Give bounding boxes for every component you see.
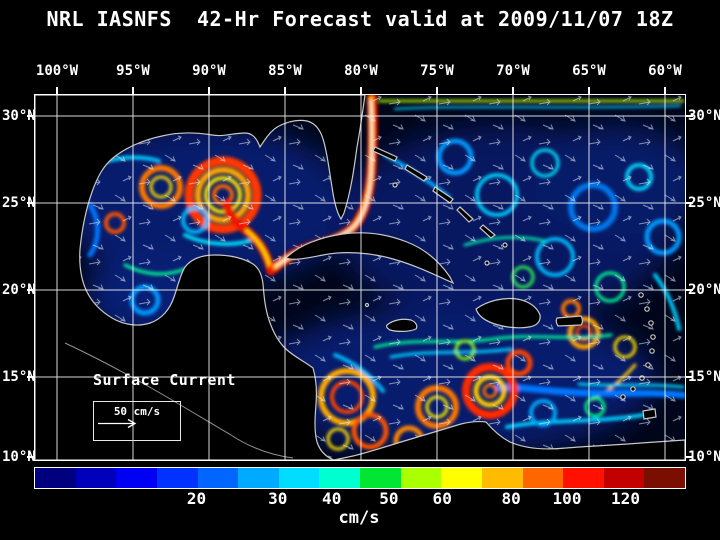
axis-tick <box>436 87 438 94</box>
lat-tick-label: 15°N <box>688 369 720 385</box>
map-panel: Surface Current 50 cm/s <box>34 94 686 461</box>
graticule <box>35 95 685 460</box>
lat-tick-label: 10°N <box>2 449 36 465</box>
lat-tick-label: 20°N <box>688 282 720 298</box>
colorbar-units: cm/s <box>338 508 380 528</box>
axis-tick <box>208 87 210 94</box>
colorbar-segment <box>116 468 157 488</box>
colorbar-segment <box>35 468 76 488</box>
axis-tick <box>588 87 590 94</box>
axis-tick <box>686 456 693 458</box>
axis-tick <box>686 202 693 204</box>
field-label: Surface Current <box>93 371 236 389</box>
lat-tick-label: 10°N <box>688 449 720 465</box>
colorbar-segment <box>278 468 320 488</box>
colorbar-segment <box>238 468 279 488</box>
colorbar-segment <box>522 468 564 488</box>
colorbar-segment <box>75 468 117 488</box>
lon-tick-label: 75°W <box>420 63 454 79</box>
colorbar-segment <box>644 468 685 488</box>
colorbar-segment <box>603 468 645 488</box>
axis-tick <box>686 376 693 378</box>
colorbar-segment <box>360 468 401 488</box>
lon-tick-label: 90°W <box>192 63 226 79</box>
colorbar-segment <box>319 468 360 488</box>
lon-tick-label: 70°W <box>496 63 530 79</box>
map-canvas <box>35 95 685 460</box>
lat-tick-label: 15°N <box>2 369 36 385</box>
colorbar-segment <box>197 468 239 488</box>
pacific-coastline <box>64 342 294 459</box>
lat-tick-label: 25°N <box>2 195 36 211</box>
lon-tick-label: 95°W <box>116 63 150 79</box>
colorbar-segment <box>441 468 482 488</box>
reference-vector-arrow <box>98 418 137 429</box>
lat-tick-label: 30°N <box>2 108 36 124</box>
axis-tick <box>27 376 34 378</box>
colorbar-segment <box>563 468 604 488</box>
lon-tick-label: 65°W <box>572 63 606 79</box>
colorbar-segment <box>481 468 523 488</box>
lat-tick-label: 30°N <box>688 108 720 124</box>
axis-tick <box>27 202 34 204</box>
lat-tick-label: 25°N <box>688 195 720 211</box>
axis-tick <box>284 87 286 94</box>
colorbar-segment <box>156 468 198 488</box>
colorbar <box>34 467 686 489</box>
colorbar-segment <box>400 468 442 488</box>
colorbar-ticks: 20 30 40 50 60 80 100 120 <box>34 489 684 508</box>
axis-tick <box>27 115 34 117</box>
axis-tick <box>360 87 362 94</box>
colorbar-tick-label: 120 <box>611 489 640 508</box>
axis-tick <box>27 456 34 458</box>
lon-tick-label: 85°W <box>268 63 302 79</box>
reference-vector-box: 50 cm/s <box>93 401 181 441</box>
axis-tick <box>56 87 58 94</box>
colorbar-tick-label: 20 <box>186 489 207 508</box>
colorbar-tick-label: 50 <box>379 489 399 508</box>
colorbar-tick-label: 60 <box>432 489 452 508</box>
lon-tick-label: 100°W <box>35 63 79 79</box>
lon-tick-label: 60°W <box>648 63 682 79</box>
axis-tick <box>132 87 134 94</box>
page-title: NRL IASNFS 42-Hr Forecast valid at 2009/… <box>46 7 674 31</box>
lat-tick-label: 20°N <box>2 282 36 298</box>
axis-tick <box>686 115 693 117</box>
reference-vector-label: 50 cm/s <box>113 405 161 418</box>
axis-tick <box>27 289 34 291</box>
axis-tick <box>686 289 693 291</box>
colorbar-tick-label: 30 <box>268 489 288 508</box>
colorbar-tick-label: 80 <box>501 489 521 508</box>
colorbar-tick-label: 40 <box>322 489 342 508</box>
colorbar-tick-label: 100 <box>552 489 582 508</box>
axis-tick <box>664 87 666 94</box>
lon-tick-label: 80°W <box>344 63 378 79</box>
axis-tick <box>512 87 514 94</box>
